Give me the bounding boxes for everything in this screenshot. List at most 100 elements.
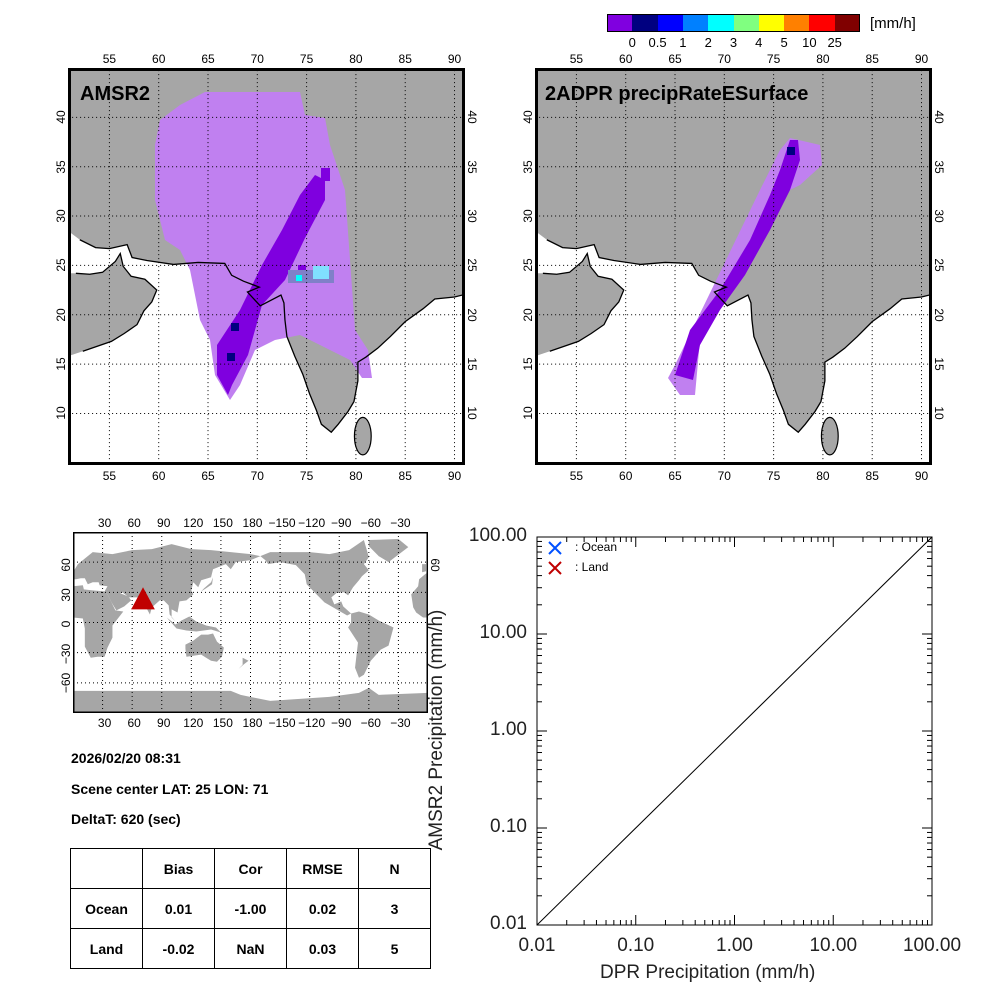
header-cell: Bias — [142, 848, 215, 889]
colorbar-swatch — [758, 14, 785, 32]
world-lon-label-top: 30 — [97, 516, 112, 530]
map-canvas — [68, 68, 465, 465]
land-mass-sri-lanka — [354, 417, 372, 455]
y-tick-label: 10.00 — [479, 622, 527, 643]
legend-ocean-label: : Ocean — [575, 540, 618, 554]
coastline — [80, 240, 465, 432]
map-lon-label-top: 55 — [102, 52, 117, 66]
header-cell: Cor — [214, 848, 287, 889]
y-tick-label: 100.00 — [468, 525, 527, 546]
world-lon-label-bottom: −90 — [331, 716, 352, 730]
world-lon-label-bottom: −150 — [268, 716, 296, 730]
world-canvas — [73, 532, 428, 713]
land-uk — [422, 564, 427, 573]
map-lon-label-bottom: 75 — [299, 469, 314, 483]
world-locator-map — [73, 532, 428, 713]
world-lon-label-bottom: −60 — [360, 716, 381, 730]
map-lon-label-bottom: 70 — [717, 469, 731, 483]
map-lon-label-bottom: 80 — [349, 469, 363, 483]
land-mass — [68, 253, 157, 357]
map-lon-label-bottom: 65 — [668, 469, 682, 483]
map-frame — [68, 68, 465, 465]
colorbar-swatch — [708, 14, 734, 32]
one-to-one-line — [536, 536, 933, 926]
world-lon-label-bottom: 150 — [212, 716, 233, 730]
land-nz — [238, 657, 249, 669]
precip-pixel — [787, 147, 795, 155]
world-lon-label-bottom: 30 — [97, 716, 112, 730]
map-canvas — [535, 68, 932, 465]
map-lon-label-bottom: 60 — [619, 469, 633, 483]
map-lon-label-top: 90 — [447, 52, 462, 66]
colorbar-label: 25 — [827, 35, 842, 50]
map-lon-label-top: 55 — [569, 52, 584, 66]
map-lon-label-top: 75 — [299, 52, 314, 66]
x-tick-label: 0.10 — [617, 935, 655, 956]
y-tick-label: 0.10 — [490, 816, 527, 837]
world-lon-label-bottom: 90 — [157, 716, 171, 730]
colorbar-label: 0.5 — [648, 35, 667, 50]
world-lon-label-bottom: 60 — [127, 716, 141, 730]
table-header-row: Bias Cor RMSE N — [70, 848, 431, 889]
world-lon-label-top: −90 — [331, 516, 352, 530]
legend-marker-land — [548, 561, 562, 575]
table-cell: NaN — [214, 928, 287, 969]
legend-marker-ocean — [548, 541, 562, 555]
dpr-map-panel — [535, 68, 932, 465]
land-africa — [73, 585, 124, 658]
land-namerica — [260, 540, 369, 616]
map-lon-label-top: 60 — [152, 52, 166, 66]
colorbar-swatch — [607, 14, 633, 32]
colorbar-swatch — [632, 14, 659, 32]
land-mass — [535, 253, 624, 357]
x-tick-label: 0.01 — [518, 935, 556, 956]
map-lon-label-bottom: 80 — [816, 469, 830, 483]
table-cell: 5 — [358, 928, 431, 969]
dpr-map-title: 2ADPR precipRateESurface — [545, 83, 809, 105]
world-lon-label-top: 120 — [183, 516, 204, 530]
land-samerica — [348, 611, 394, 678]
land-europe_w — [411, 572, 428, 618]
map-lon-label-top: 85 — [865, 52, 879, 66]
map-lon-label-top: 75 — [766, 52, 781, 66]
map-lon-label-top: 85 — [398, 52, 412, 66]
map-frame — [535, 68, 932, 465]
precip-swath-light — [155, 92, 372, 400]
coastline — [354, 417, 371, 455]
world-lon-label-bottom: 180 — [242, 716, 263, 730]
land-indonesia — [166, 616, 221, 633]
world-lon-label-top: −150 — [268, 516, 296, 530]
coastline-layer — [68, 68, 465, 465]
colorbar-label: 4 — [755, 35, 763, 50]
map-lon-label-top: 70 — [250, 52, 264, 66]
colorbar-label: 1 — [679, 35, 687, 50]
map-lon-label-top: 65 — [668, 52, 682, 66]
map-lon-label-bottom: 85 — [865, 469, 879, 483]
map-lon-label-bottom: 55 — [569, 469, 584, 483]
table-cell: -0.02 — [142, 928, 215, 969]
precip-pixel — [231, 323, 239, 331]
colorbar-frame — [607, 14, 860, 32]
map-lon-label-bottom: 85 — [398, 469, 412, 483]
x-tick-label: 1.00 — [716, 935, 753, 956]
map-lon-label-top: 90 — [914, 52, 929, 66]
coastline — [76, 254, 157, 352]
table-row: Land -0.02 NaN 0.03 5 — [70, 928, 431, 969]
colorbar-swatch — [834, 14, 861, 32]
colorbar-label: 10 — [802, 35, 817, 50]
datetime-label: 2026/02/20 08:31 — [71, 750, 181, 766]
precip-swath-core — [675, 140, 800, 380]
table-cell: 0.02 — [286, 888, 359, 929]
scene-location-marker — [131, 587, 155, 610]
table-cell: 0.01 — [142, 888, 215, 929]
colorbar-label: 0 — [628, 35, 636, 50]
land-mass-sri-lanka — [821, 417, 839, 455]
colorbar-swatch — [784, 14, 810, 32]
colorbar-unit: [mm/h] — [870, 15, 916, 32]
world-lon-label-bottom: −30 — [390, 716, 411, 730]
land-japan — [201, 577, 214, 592]
world-lon-label-top: 150 — [212, 516, 233, 530]
map-lon-label-bottom: 60 — [152, 469, 166, 483]
y-tick-label: 0.01 — [490, 913, 527, 934]
